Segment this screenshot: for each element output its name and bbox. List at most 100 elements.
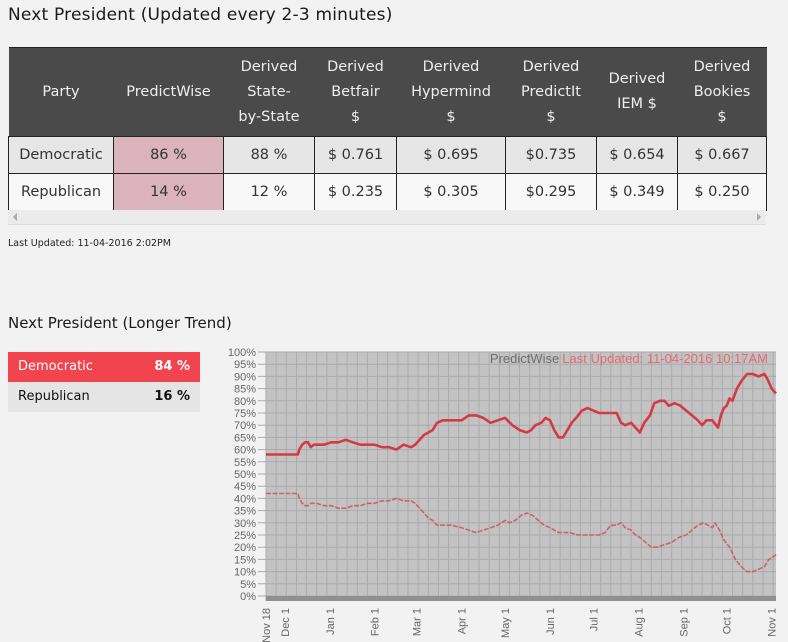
odds-table-container: Party PredictWise Derived State-by-State Der… [8,47,767,211]
x-tick-label: Mar 1 [412,608,424,636]
table-row: Democratic 86 % 88 % $ 0.761 $ 0.695 $0.735 $ … [8,136,767,174]
y-tick-label: 95% [234,359,256,371]
column-header-line: Derived [327,58,384,75]
page-title: Next President (Updated every 2-3 minute… [8,5,393,25]
y-tick-label: 60% [234,445,256,457]
scroll-right-arrow-icon[interactable] [757,213,761,221]
value-cell: $0.295 [505,173,597,211]
value-cell: $ 0.305 [396,173,506,211]
column-header: Derived IEM $ [596,47,678,137]
column-header-line: Bookies [693,83,751,100]
column-header: Derived PredictIt $ [505,47,597,137]
chart-title-brand: PredictWise [490,351,559,366]
y-tick-label: 70% [234,420,256,432]
y-tick-label: 15% [234,554,256,566]
column-header: Derived Betfair $ [314,47,397,137]
trend-section-title: Next President (Longer Trend) [8,314,232,332]
column-header-line: Betfair [331,83,380,100]
column-header-line: Derived [608,71,666,87]
column-header-line: $ [546,108,556,125]
y-tick-label: 25% [234,530,256,542]
x-tick-label: Feb 1 [370,608,382,636]
column-header-line: Derived [240,58,298,75]
column-header-line: Derived [693,58,751,75]
x-tick-label: Nov 1 [767,608,779,637]
column-header-line: Party [42,83,80,100]
x-tick-label: Dec 1 [280,608,292,637]
value-cell: 14 % [113,173,224,211]
party-cell: Democratic [8,136,114,174]
x-tick-label: Oct 1 [722,608,734,634]
trend-legend: Democratic 84 % Republican 16 % [8,352,200,412]
y-tick-label: 90% [234,371,256,383]
y-tick-label: 35% [234,506,256,518]
column-header-line: by-State [238,108,300,125]
party-cell: Republican [8,173,114,211]
trend-chart: 0%5%10%15%20%25%30%35%40%45%50%55%60%65%… [228,347,779,642]
y-tick-label: 0% [240,591,256,603]
column-header: Party [8,47,114,137]
column-header-line: PredictIt [521,83,581,100]
legend-party-label: Democratic [18,359,93,374]
column-header: Derived Bookies $ [677,47,767,137]
value-cell: $ 0.349 [596,173,678,211]
y-tick-label: 40% [234,493,256,505]
table-header-row: Party PredictWise Derived State-by-State Der… [8,47,767,137]
x-tick-label: Jan 1 [325,608,337,635]
series-line-democratic [266,372,777,456]
y-tick-label: 20% [234,542,256,554]
y-tick-label: 30% [234,518,256,530]
legend-item-republican: Republican 16 % [8,382,200,412]
y-tick-label: 5% [240,579,256,591]
legend-party-value: 84 % [154,359,190,374]
column-header-line: $ [350,108,361,125]
chart-title-updated: Last Updated: 11-04-2016 10:17AM [562,351,768,366]
value-cell: 12 % [223,173,315,211]
value-cell: $0.735 [505,136,597,174]
value-cell: $ 0.667 [677,136,767,174]
column-header-line: PredictWise [126,83,211,100]
value-cell: $ 0.235 [314,173,397,211]
column-header: Derived State-by-State [223,47,315,137]
column-header: Derived Hypermind $ [396,47,506,137]
x-tick-label: Nov 18 [261,608,273,642]
x-tick-label: Apr 1 [457,608,469,634]
y-tick-label: 75% [234,408,256,420]
x-tick-label: May 1 [500,608,512,638]
y-tick-label: 55% [234,457,256,469]
column-header-line: State- [247,83,291,100]
value-cell: $ 0.654 [596,136,678,174]
value-cell: 86 % [113,136,224,174]
series-line-republican [266,492,777,573]
legend-party-label: Republican [18,389,90,404]
value-cell: $ 0.250 [677,173,767,211]
column-header: PredictWise [113,47,224,137]
column-header-line: $ [717,108,727,125]
y-tick-label: 50% [234,469,256,481]
x-tick-label: Aug 1 [633,608,645,637]
y-tick-label: 45% [234,481,256,493]
y-tick-label: 80% [234,396,256,408]
table-horizontal-scrollbar[interactable] [8,210,766,225]
y-tick-label: 85% [234,384,256,396]
y-tick-label: 65% [234,432,256,444]
x-axis-band [266,596,776,601]
column-header-line: Derived [522,58,580,75]
column-header-line: $ [446,108,456,125]
last-updated-text: Last Updated: 11-04-2016 2:02PM [8,238,171,249]
chart-title: PredictWise Last Updated: 11-04-2016 10:1… [490,351,768,366]
column-header-line: Derived [422,58,480,75]
scroll-left-arrow-icon[interactable] [13,213,17,221]
x-tick-label: Jul 1 [588,608,600,631]
y-tick-label: 10% [234,567,256,579]
value-cell: $ 0.695 [396,136,506,174]
y-tick-label: 100% [228,347,256,359]
value-cell: 88 % [223,136,315,174]
column-header-line: IEM $ [617,96,657,112]
value-cell: $ 0.761 [314,136,397,174]
x-tick-label: Sep 1 [678,608,690,637]
x-tick-label: Jun 1 [545,608,557,635]
odds-table: Party PredictWise Derived State-by-State Der… [8,47,767,211]
column-header-line: Hypermind [411,83,491,100]
table-row: Republican 14 % 12 % $ 0.235 $ 0.305 $0.295 $ … [8,173,767,211]
